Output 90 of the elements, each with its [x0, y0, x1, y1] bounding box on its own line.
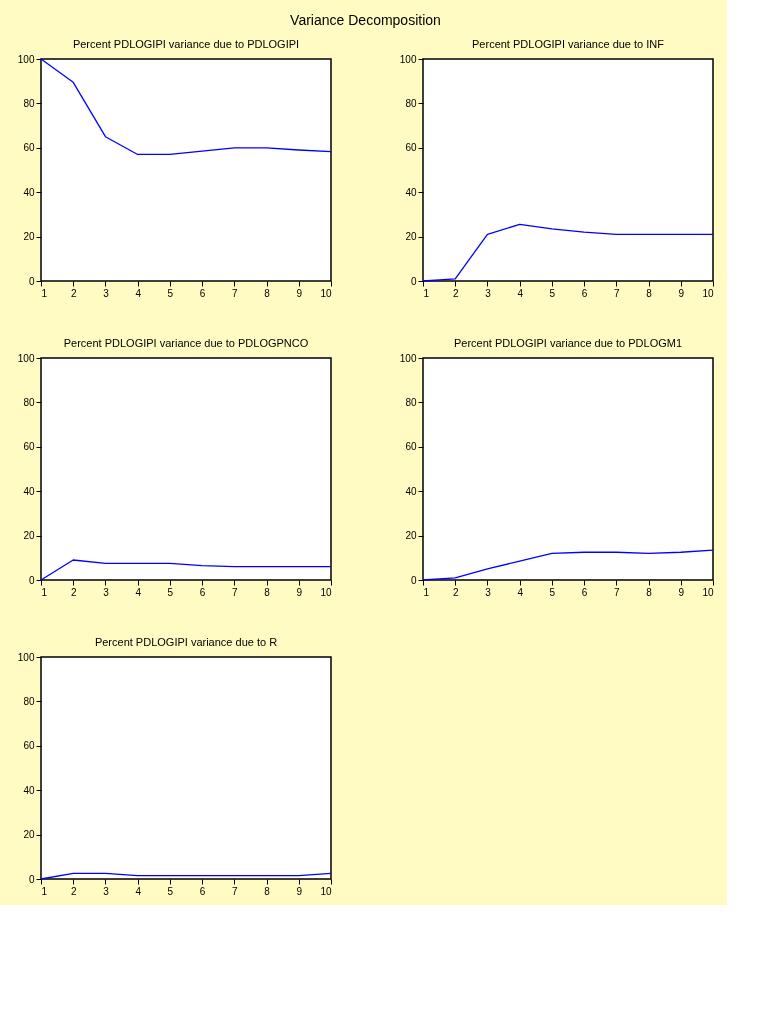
x-tick-label: 3: [103, 586, 110, 598]
y-tick-label: 60: [405, 441, 417, 453]
text: Variance Decomposition: [290, 12, 441, 29]
y-tick-label: 0: [410, 275, 417, 287]
x-tick-label: 8: [264, 586, 271, 598]
x-tick-label: 5: [167, 287, 174, 299]
x-tick-label: 10: [320, 287, 332, 299]
y-tick-label: 60: [23, 441, 35, 453]
x-tick-label: 7: [232, 885, 239, 897]
x-tick-label: 9: [296, 586, 303, 598]
x-tick-label: 2: [452, 586, 459, 598]
y-tick-label: 0: [28, 873, 35, 885]
y-tick-label: 0: [410, 574, 417, 586]
y-tick-label: 80: [23, 396, 35, 408]
x-tick-label: 7: [232, 287, 239, 299]
x-tick-label: 6: [199, 885, 206, 897]
x-tick-label: 10: [702, 586, 714, 598]
x-tick-label: 4: [135, 586, 142, 598]
x-tick-label: 6: [581, 586, 588, 598]
x-tick-label: 8: [264, 885, 271, 897]
x-tick-label: 5: [167, 586, 174, 598]
y-tick-label: 20: [23, 530, 35, 542]
y-tick-label: 60: [405, 142, 417, 154]
x-tick-label: 1: [41, 586, 48, 598]
x-tick-label: 7: [614, 586, 621, 598]
y-tick-label: 0: [28, 574, 35, 586]
x-tick-label: 7: [614, 287, 621, 299]
x-tick-label: 10: [702, 287, 714, 299]
x-tick-label: 4: [517, 586, 524, 598]
x-tick-label: 4: [135, 287, 142, 299]
y-tick-label: 40: [23, 186, 35, 198]
x-tick-label: 5: [167, 885, 174, 897]
line-series: [422, 549, 714, 581]
y-tick-label: 40: [23, 784, 35, 796]
x-tick-label: 7: [232, 586, 239, 598]
x-tick-label: 2: [70, 287, 77, 299]
y-tick-label: 20: [405, 231, 417, 243]
y-tick-label: 100: [17, 352, 35, 364]
y-tick-label: 100: [399, 53, 417, 65]
y-tick-label: 0: [28, 275, 35, 287]
x-tick-label: 2: [70, 885, 77, 897]
line-series: [422, 223, 714, 282]
y-tick-label: 40: [23, 485, 35, 497]
y-tick-label: 20: [405, 530, 417, 542]
x-tick-label: 8: [264, 287, 271, 299]
y-tick-label: 60: [23, 142, 35, 154]
y-tick-label: 20: [23, 231, 35, 243]
x-tick-label: 9: [678, 287, 685, 299]
x-tick-label: 6: [581, 287, 588, 299]
x-tick-label: 10: [320, 885, 332, 897]
chart-title: Percent PDLOGIPI variance due to INF: [472, 38, 665, 50]
chart-title: Percent PDLOGIPI variance due to PDLOGIPI: [72, 38, 300, 50]
x-tick-label: 5: [549, 586, 556, 598]
x-tick-label: 6: [199, 586, 206, 598]
x-tick-label: 5: [549, 287, 556, 299]
chart-title: Percent PDLOGIPI variance due to PDLOGM1: [453, 337, 683, 349]
x-tick-label: 9: [296, 885, 303, 897]
x-tick-label: 9: [296, 287, 303, 299]
y-tick-label: 40: [405, 186, 417, 198]
x-tick-label: 8: [646, 287, 653, 299]
y-tick-label: 40: [405, 485, 417, 497]
y-tick-label: 80: [405, 396, 417, 408]
chart-title: Percent PDLOGIPI variance due to R: [94, 636, 278, 648]
x-tick-label: 3: [103, 287, 110, 299]
x-tick-label: 1: [423, 586, 430, 598]
y-tick-label: 100: [399, 352, 417, 364]
x-tick-label: 9: [678, 586, 685, 598]
chart-title: Percent PDLOGIPI variance due to PDLOGPNCO: [63, 337, 309, 349]
line-series: [40, 58, 332, 156]
y-tick-label: 80: [23, 695, 35, 707]
x-tick-label: 3: [485, 287, 492, 299]
x-tick-label: 4: [517, 287, 524, 299]
x-tick-label: 1: [423, 287, 430, 299]
x-tick-label: 1: [41, 287, 48, 299]
x-tick-label: 2: [70, 586, 77, 598]
x-tick-label: 8: [646, 586, 653, 598]
x-tick-label: 2: [452, 287, 459, 299]
x-tick-label: 3: [103, 885, 110, 897]
x-tick-label: 6: [199, 287, 206, 299]
x-tick-label: 3: [485, 586, 492, 598]
y-tick-label: 80: [405, 97, 417, 109]
line-series: [40, 559, 332, 581]
x-tick-label: 4: [135, 885, 142, 897]
y-tick-label: 100: [17, 651, 35, 663]
x-tick-label: 1: [41, 885, 48, 897]
y-tick-label: 80: [23, 97, 35, 109]
x-tick-label: 10: [320, 586, 332, 598]
y-tick-label: 100: [17, 53, 35, 65]
y-tick-label: 20: [23, 829, 35, 841]
y-tick-label: 60: [23, 740, 35, 752]
